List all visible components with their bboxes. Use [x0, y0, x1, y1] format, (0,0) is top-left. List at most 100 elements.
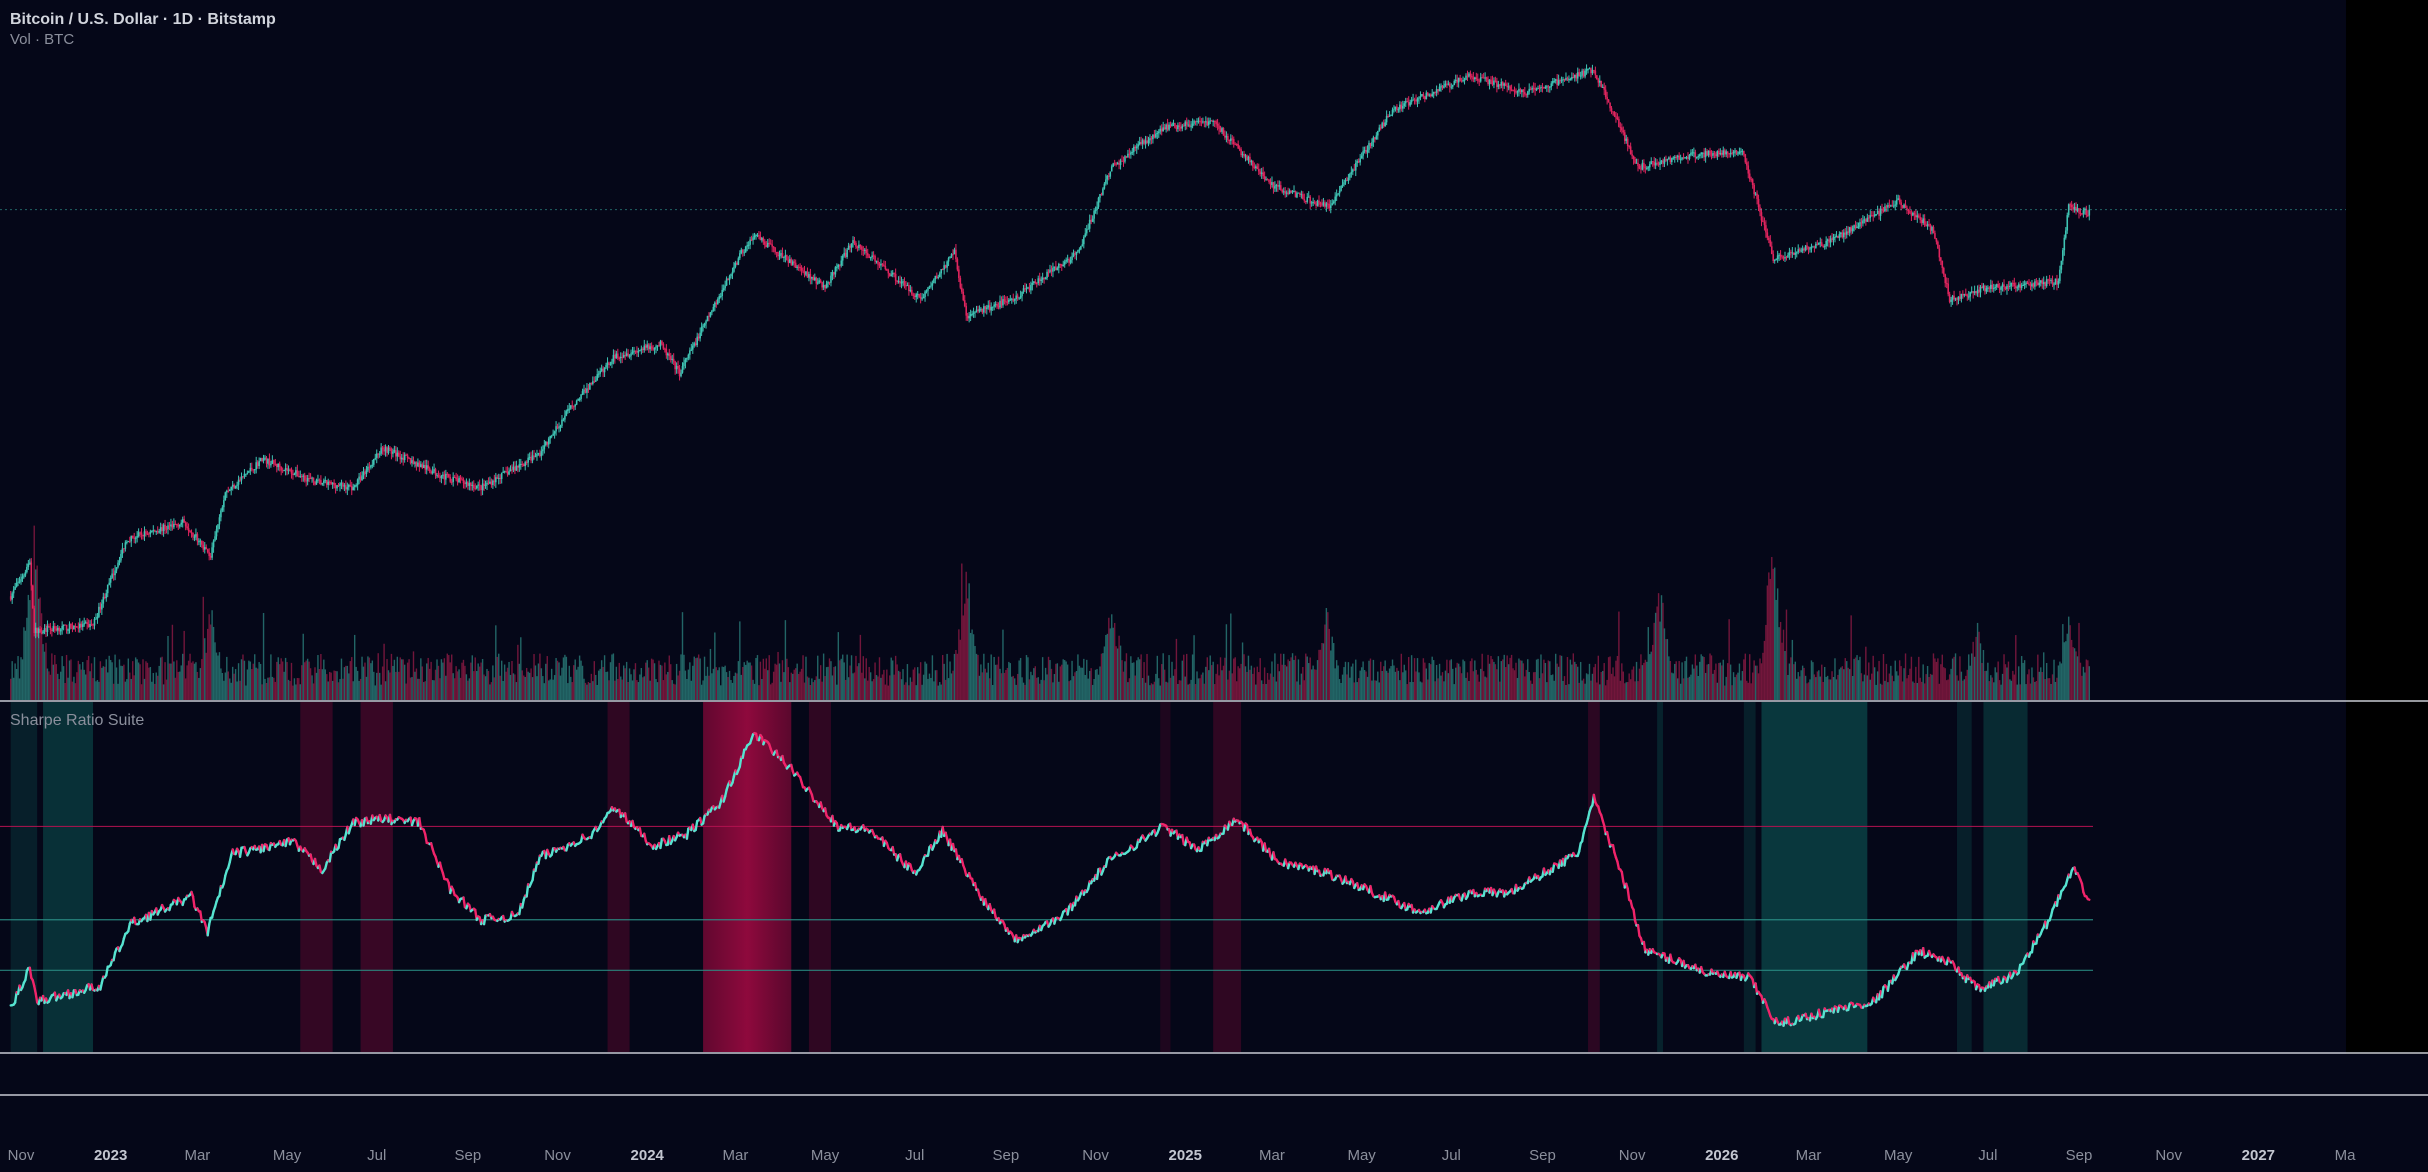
- volume-bar: [1552, 674, 1554, 700]
- candle-body: [290, 469, 293, 474]
- candle-body: [800, 268, 803, 271]
- candle-body: [984, 306, 987, 309]
- candle-body: [2025, 282, 2027, 285]
- candle-body: [295, 470, 297, 474]
- volume-bar: [850, 655, 853, 700]
- volume-bar: [1610, 673, 1613, 700]
- indicator-title[interactable]: Sharpe Ratio Suite: [10, 712, 145, 729]
- volume-label[interactable]: Vol · BTC: [10, 31, 75, 48]
- volume-bar: [767, 670, 769, 700]
- volume-bar: [293, 678, 296, 700]
- candle-body: [931, 283, 934, 286]
- volume-bar: [905, 682, 907, 700]
- volume-bar: [705, 675, 707, 700]
- candle-body: [1344, 179, 1347, 183]
- candle-body: [1932, 227, 1935, 234]
- candle-body: [1703, 152, 1705, 158]
- volume-bar: [1797, 672, 1799, 700]
- candle-body: [846, 249, 848, 257]
- candle-body: [1979, 286, 1982, 293]
- volume-bar: [1707, 664, 1710, 700]
- volume-bar: [1844, 658, 1846, 700]
- candle-body: [1526, 91, 1529, 95]
- candle-body: [261, 457, 263, 461]
- candle-body: [1091, 218, 1094, 222]
- volume-bar: [234, 669, 237, 700]
- candle-body: [1200, 121, 1203, 123]
- candle-body: [1352, 169, 1354, 172]
- volume-bar: [1116, 648, 1119, 700]
- sharpe-segment: [891, 845, 896, 856]
- volume-bar: [670, 664, 672, 700]
- candle-body: [105, 593, 108, 599]
- volume-bar: [1503, 654, 1505, 700]
- volume-bar: [1782, 629, 1785, 700]
- volume-bar: [1460, 673, 1463, 700]
- volume-bar: [718, 667, 720, 700]
- candle-body: [1681, 157, 1683, 160]
- candle-body: [1975, 291, 1977, 294]
- candle-body: [1772, 254, 1775, 261]
- candle-body: [414, 462, 416, 464]
- volume-bar: [564, 654, 566, 700]
- candle-body: [1926, 224, 1929, 227]
- volume-bar: [1368, 660, 1370, 700]
- volume-bar: [411, 677, 413, 700]
- volume-bar: [855, 655, 857, 700]
- candle-body: [631, 352, 634, 354]
- volume-bar: [808, 677, 810, 700]
- volume-bar: [1180, 680, 1182, 700]
- candle-body: [1216, 123, 1219, 126]
- volume-bar: [162, 684, 165, 700]
- candle-body: [352, 487, 355, 491]
- volume-bar: [1287, 659, 1289, 700]
- candle-body: [691, 345, 694, 350]
- candle-body: [445, 473, 447, 480]
- volume-bar: [2056, 677, 2058, 700]
- candle-body: [1529, 88, 1532, 90]
- volume-bar: [161, 656, 163, 700]
- volume-bar: [217, 655, 219, 700]
- candle-body: [49, 626, 52, 631]
- candle-body: [43, 628, 46, 632]
- candle-body: [1616, 117, 1619, 120]
- symbol-title[interactable]: Bitcoin / U.S. Dollar · 1D · Bitstamp: [10, 11, 276, 28]
- candle-body: [2082, 210, 2085, 214]
- candle-body: [1835, 235, 1838, 238]
- volume-bar: [2004, 664, 2007, 700]
- volume-bar: [287, 679, 290, 700]
- candle-body: [590, 383, 593, 385]
- volume-bar: [1475, 669, 1477, 700]
- volume-bar: [186, 665, 188, 700]
- volume-bar: [872, 679, 875, 700]
- volume-bar: [743, 662, 745, 700]
- volume-bar: [822, 653, 825, 700]
- candle-body: [145, 531, 147, 534]
- volume-bar: [1969, 665, 1971, 700]
- volume-bar: [414, 671, 416, 700]
- volume-bar: [1250, 665, 1253, 700]
- volume-bar: [1005, 669, 1007, 700]
- volume-bar: [89, 671, 91, 700]
- volume-bar: [2068, 616, 2070, 700]
- candle-body: [164, 524, 166, 529]
- volume-bar: [212, 626, 215, 700]
- candle-body: [955, 249, 957, 260]
- volume-bar: [1333, 643, 1335, 700]
- candle-body: [180, 522, 183, 525]
- candle-body: [1598, 80, 1601, 83]
- candle-body: [599, 370, 601, 374]
- candle-body: [1237, 144, 1239, 149]
- candle-body: [430, 471, 432, 474]
- candle-body: [1809, 248, 1811, 250]
- sharpe-segment: [525, 883, 530, 898]
- candle-body: [909, 289, 912, 292]
- volume-bar: [1156, 655, 1159, 700]
- volume-bar: [86, 660, 88, 700]
- sharpe-segment: [206, 923, 211, 937]
- candle-body: [2042, 282, 2045, 285]
- volume-bar: [1396, 667, 1398, 700]
- candle-body: [1654, 162, 1657, 166]
- volume-bar: [1235, 681, 1238, 700]
